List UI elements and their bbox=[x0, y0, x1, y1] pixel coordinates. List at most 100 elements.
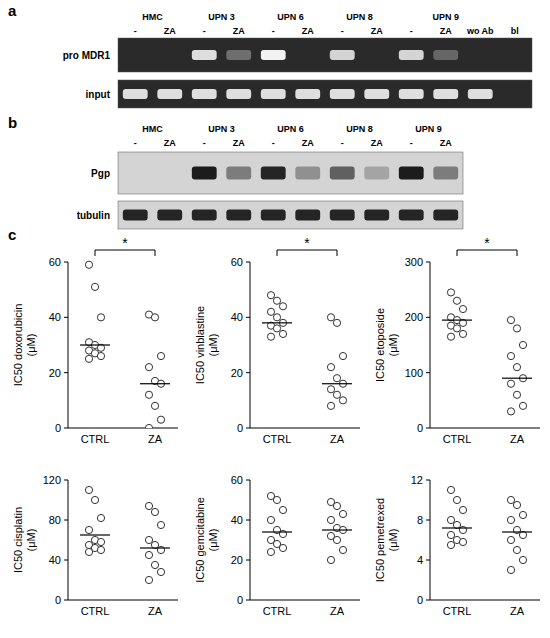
group-label: UPN 6 bbox=[277, 124, 304, 134]
blot: -ZAHMC-ZAUPN 3-ZAUPN 6-ZAUPN 8-ZAwo AbUP… bbox=[63, 12, 532, 108]
point bbox=[507, 566, 514, 573]
y-axis bbox=[68, 262, 69, 428]
y-axis bbox=[250, 480, 251, 600]
strip-chart: 0204060IC50 vinblastine(μM)CTRLZA* bbox=[194, 235, 360, 445]
band bbox=[123, 89, 148, 99]
y-tick bbox=[246, 372, 250, 373]
y-tick bbox=[426, 428, 430, 429]
data-group bbox=[262, 292, 352, 410]
data-group bbox=[80, 261, 170, 428]
point bbox=[507, 496, 514, 503]
y-tick-label: 20 bbox=[231, 554, 243, 566]
band bbox=[261, 210, 286, 221]
y-axis-label: (μM) bbox=[387, 529, 399, 552]
y-axis-label: (μM) bbox=[207, 334, 219, 357]
band bbox=[399, 167, 424, 180]
lane-label: - bbox=[272, 26, 275, 36]
point bbox=[333, 502, 340, 509]
point bbox=[279, 506, 286, 513]
y-axis bbox=[430, 480, 431, 600]
group-label: UPN 3 bbox=[208, 124, 235, 134]
y-tick-label: 40 bbox=[49, 554, 61, 566]
y-tick-label: 80 bbox=[49, 514, 61, 526]
point bbox=[507, 380, 514, 387]
significance-label: * bbox=[122, 235, 128, 251]
group-label: UPN 3 bbox=[208, 12, 235, 22]
band bbox=[123, 167, 148, 180]
lane-label: ZA bbox=[233, 138, 245, 148]
band bbox=[123, 210, 148, 221]
y-tick-label: 20 bbox=[49, 367, 61, 379]
lane-label: - bbox=[272, 138, 275, 148]
band bbox=[226, 210, 251, 221]
y-tick-label: 60 bbox=[231, 474, 243, 486]
lane-label: ZA bbox=[302, 26, 314, 36]
x-axis bbox=[430, 428, 540, 429]
row-label: pro MDR1 bbox=[63, 50, 111, 61]
group-label: UPN 9 bbox=[415, 124, 442, 134]
point bbox=[507, 536, 514, 543]
significance-label: * bbox=[304, 235, 310, 251]
y-axis-label: IC50 etoposide bbox=[374, 308, 386, 382]
x-axis bbox=[250, 428, 360, 429]
band bbox=[502, 50, 527, 60]
point bbox=[459, 330, 466, 337]
point bbox=[279, 544, 286, 551]
row-label: tubulin bbox=[77, 210, 110, 221]
x-tick-label: CTRL bbox=[443, 433, 472, 445]
point bbox=[145, 391, 152, 398]
y-tick bbox=[246, 600, 250, 601]
band bbox=[192, 210, 217, 221]
point bbox=[339, 510, 346, 517]
y-tick bbox=[426, 317, 430, 318]
group-label: UPN 8 bbox=[346, 124, 373, 134]
median-line bbox=[442, 527, 472, 528]
point bbox=[513, 391, 520, 398]
y-axis-label: IC50 gemcitabine bbox=[194, 497, 206, 583]
data-group bbox=[262, 492, 352, 563]
y-tick bbox=[64, 372, 68, 373]
median-line bbox=[80, 534, 110, 535]
y-tick-label: 20 bbox=[231, 367, 243, 379]
y-axis bbox=[68, 480, 69, 600]
strip-chart: 0204060IC50 gemcitabine(μM)CTRLZA bbox=[194, 474, 360, 617]
y-tick bbox=[246, 317, 250, 318]
lane-label: ZA bbox=[164, 138, 176, 148]
group-label: UPN 6 bbox=[277, 12, 304, 22]
band bbox=[157, 50, 182, 60]
gel-background bbox=[118, 201, 463, 229]
y-tick bbox=[64, 560, 68, 561]
band bbox=[433, 167, 458, 180]
point bbox=[273, 314, 280, 321]
point bbox=[339, 397, 346, 404]
point bbox=[273, 496, 280, 503]
y-tick bbox=[64, 428, 68, 429]
y-tick-label: 300 bbox=[405, 256, 423, 268]
y-tick-label: 40 bbox=[231, 311, 243, 323]
band bbox=[226, 167, 251, 180]
band bbox=[157, 89, 182, 99]
point bbox=[507, 516, 514, 523]
data-group bbox=[442, 289, 532, 415]
point bbox=[447, 541, 454, 548]
x-tick-label: CTRL bbox=[81, 605, 110, 617]
strip-chart: 0204060IC50 doxorubicin(μM)CTRLZA* bbox=[12, 235, 178, 445]
point bbox=[453, 325, 460, 332]
point bbox=[333, 391, 340, 398]
y-tick-label: 8 bbox=[417, 514, 423, 526]
point bbox=[145, 502, 152, 509]
lane-label: - bbox=[134, 26, 137, 36]
group-label: HMC bbox=[142, 12, 163, 22]
x-axis bbox=[68, 428, 178, 429]
y-axis-label: (μM) bbox=[387, 334, 399, 357]
point bbox=[507, 408, 514, 415]
band bbox=[295, 89, 320, 99]
row-label: Pgp bbox=[91, 168, 110, 179]
point bbox=[97, 546, 104, 553]
lane-label: wo Ab bbox=[466, 26, 494, 36]
x-axis bbox=[430, 600, 540, 601]
y-tick-label: 0 bbox=[417, 594, 423, 606]
point bbox=[151, 314, 158, 321]
point bbox=[85, 526, 92, 533]
point bbox=[273, 297, 280, 304]
